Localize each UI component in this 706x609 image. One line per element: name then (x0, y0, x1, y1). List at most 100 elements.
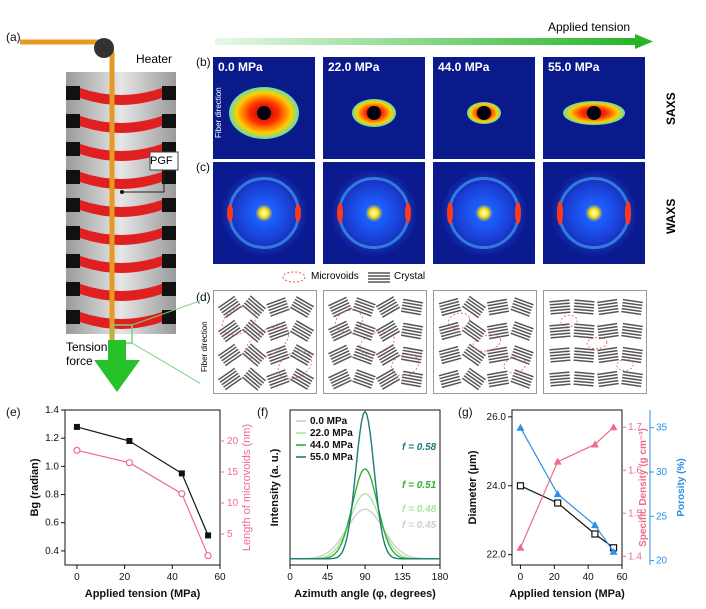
crystal-stack (573, 323, 595, 339)
waxs-ring (448, 177, 520, 249)
heater-schematic (20, 38, 200, 392)
fiber-direction-label-d: Fiber direction (200, 321, 209, 372)
coil-end (162, 170, 176, 184)
microstructure-box (433, 290, 537, 394)
waxs-ring (338, 177, 410, 249)
crystal-stack (266, 345, 290, 365)
crystal-stack (375, 344, 401, 366)
crystal-stack (438, 369, 462, 389)
coil-end (162, 86, 176, 100)
y-axis-label: Intensity (a. u.) (269, 448, 281, 526)
crystal-stack (352, 369, 376, 389)
crystal-stack (352, 297, 376, 317)
microvoid (616, 358, 634, 372)
applied-tension-label: Applied tension (548, 20, 631, 34)
waxs-arc (515, 202, 521, 224)
crystal-stack (266, 297, 290, 317)
crystal-stack (289, 296, 315, 318)
saxs-pattern: 0.0 MPa (213, 57, 315, 159)
x-tick-label: 135 (394, 572, 411, 583)
y-tick-label: 1.2 (45, 433, 59, 444)
saxs-pattern: 22.0 MPa (323, 57, 425, 159)
crystal-stack (400, 346, 424, 364)
crystal-stack (352, 345, 376, 365)
heater-coil (80, 172, 162, 189)
f-annotation: f = 0.48 (402, 504, 437, 515)
f-annotation: f = 0.58 (402, 442, 437, 453)
y-tick-label: 26.0 (487, 412, 507, 423)
data-point (553, 457, 562, 465)
legend-entry: 55.0 MPa (310, 452, 353, 463)
microstructure-box (323, 290, 427, 394)
crystal-stack (375, 368, 401, 390)
crystal-stack (510, 321, 534, 341)
crystal-stack (461, 319, 487, 343)
crystal-stack (510, 345, 534, 365)
heater-coil (80, 144, 162, 161)
y2-tick-label: 1.5 (628, 508, 642, 519)
f-annotation: f = 0.51 (402, 480, 437, 491)
y2-tick-label: 20 (227, 436, 239, 447)
y2-axis-label: Specific Density (g cm⁻³) (638, 428, 649, 547)
coil-end (66, 254, 80, 268)
crystal-stack (266, 369, 290, 389)
crystal-stack (549, 347, 571, 363)
crystal-stack (217, 367, 243, 391)
data-point (73, 423, 80, 430)
data-point (516, 423, 525, 431)
waxs-ring (558, 177, 630, 249)
crystal-stack (289, 344, 315, 366)
crystal-stack (486, 322, 510, 340)
heater-label: Heater (136, 52, 173, 66)
crystal-legend: Crystal (394, 271, 426, 282)
crystal-stack (461, 295, 487, 319)
fiber-direction-label: Fiber direction (214, 87, 223, 138)
data-point (204, 552, 212, 560)
microstructure-box (213, 290, 317, 394)
waxs-arc (447, 202, 453, 224)
data-point (126, 438, 133, 444)
data-point (178, 490, 186, 498)
series-line (519, 427, 615, 553)
coil-end (66, 86, 80, 100)
microvoid (335, 309, 363, 333)
coil-end (66, 142, 80, 156)
series-line (76, 449, 209, 556)
waxs-pattern (433, 162, 535, 264)
x-tick-label: 90 (359, 572, 371, 583)
crystal-stack (438, 345, 462, 365)
data-point (125, 459, 133, 467)
y2-axis-label: Length of microvoids (nm) (241, 424, 253, 551)
coil-end (66, 282, 80, 296)
pulley (94, 38, 114, 58)
microvoid (586, 336, 608, 350)
y2-tick-label: 1.4 (628, 551, 642, 562)
heater-coil (80, 256, 162, 273)
data-point (553, 490, 562, 498)
beamstop (367, 106, 381, 120)
waxs-arc (557, 201, 563, 225)
y3-tick-label: 35 (656, 423, 668, 434)
waxs-arc (295, 204, 301, 222)
y-axis-label: Diameter (μm) (467, 450, 479, 524)
coil-end (66, 114, 80, 128)
x-tick-label: 60 (214, 572, 226, 583)
series-line (520, 485, 614, 549)
crystal-stack (549, 299, 571, 315)
crystal-stack (266, 321, 290, 341)
crystal-stack (621, 298, 643, 316)
crystal-stack (597, 346, 619, 364)
crystal-stack (289, 368, 315, 390)
crystal-stack (486, 298, 510, 316)
microvoid (472, 334, 502, 352)
crystal-stack (597, 298, 619, 316)
tension-label: 0.0 MPa (218, 60, 263, 74)
saxs-pattern: 55.0 MPa (543, 57, 645, 159)
crystal-stack (375, 320, 401, 342)
beamstop (587, 106, 601, 120)
data-point (516, 482, 525, 490)
pgf-label: PGF (150, 155, 173, 167)
crystal-stack (621, 322, 643, 340)
crystal-stack (328, 296, 352, 318)
crystal-stack (486, 346, 510, 364)
